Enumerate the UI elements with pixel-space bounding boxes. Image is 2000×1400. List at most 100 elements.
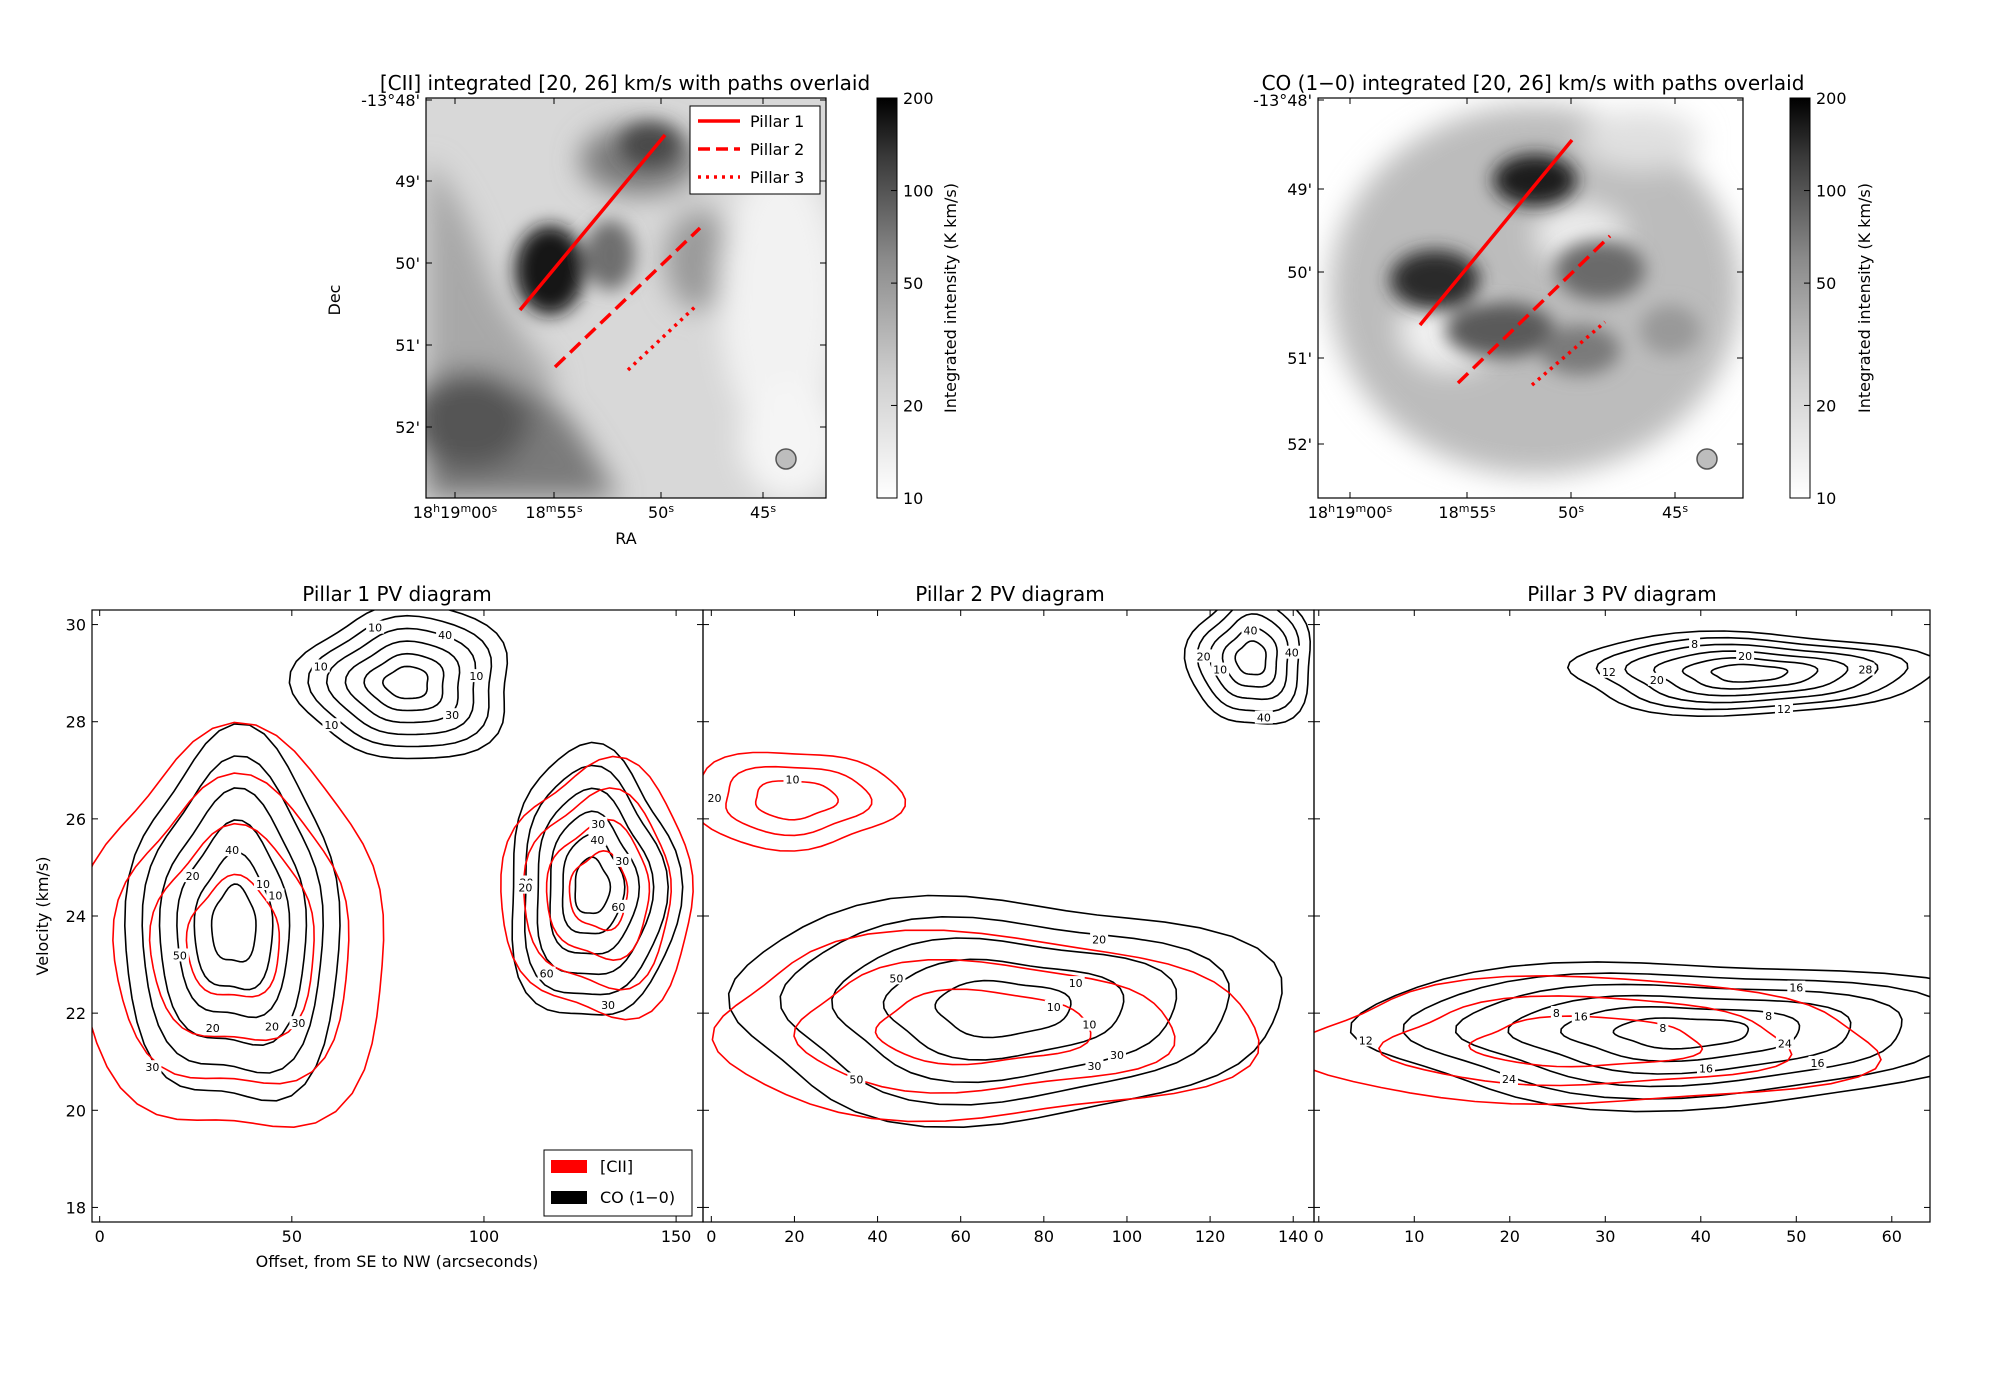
co-contour — [1560, 1005, 1801, 1063]
cii-contour — [874, 988, 1092, 1066]
x-tick-label: 0 — [95, 1227, 105, 1246]
beam-icon — [1696, 448, 1718, 470]
pillar2-path — [1456, 234, 1612, 385]
co-contour-label: 30 — [615, 855, 629, 868]
co-contour-label: 8 — [1553, 1007, 1560, 1020]
legend-pillar1: Pillar 1 — [750, 112, 804, 131]
co-contour-label: 10 — [256, 878, 270, 891]
co-contour — [158, 787, 308, 1047]
co-contour-label: 10 — [314, 660, 328, 673]
co-contour — [1349, 961, 1930, 1113]
co-contour-label: 20 — [1738, 650, 1752, 663]
co-label-bg — [1194, 649, 1213, 663]
y-tick-label: 26 — [66, 810, 86, 829]
co-contour-label: 30 — [445, 709, 459, 722]
co-contour — [1454, 983, 1903, 1088]
y-tick-label: -13°48' — [361, 91, 420, 110]
cii-label-bg — [1657, 1021, 1669, 1035]
co-contour-label: 24 — [1502, 1073, 1516, 1086]
cii-label-bg — [1696, 1061, 1715, 1075]
co-contour — [1234, 640, 1267, 676]
cii-contour-label: 10 — [268, 889, 282, 902]
co-contour — [574, 856, 612, 915]
colorbar-tick-label: 100 — [1816, 182, 1847, 201]
co-contour-label: 30 — [591, 818, 605, 831]
cii-contour-label: 10 — [1047, 1001, 1061, 1014]
pv1-axes: 1020304060102030405060102030102030101020… — [66, 609, 704, 1246]
co-contour-label: 50 — [173, 949, 187, 962]
co-contour — [210, 883, 257, 963]
co-label-bg — [1787, 980, 1806, 994]
co-map-axes: 18h19m00s 18m55s 50s 45s -13°48' 49' 50' 51' 52' — [1253, 91, 1743, 522]
co-contour-label: 20 — [1197, 650, 1211, 663]
cii-contour — [1468, 1015, 1704, 1068]
cii-contour — [92, 721, 385, 1129]
co-contour-label: 60 — [540, 968, 554, 981]
co-contour — [1710, 663, 1789, 683]
cii-label-bg — [143, 1060, 162, 1074]
co-label-bg — [589, 816, 608, 830]
pillar2-path — [553, 226, 702, 369]
co-label-bg — [613, 853, 632, 867]
cii-label-bg — [1085, 1059, 1104, 1073]
co-label-bg — [1808, 1055, 1827, 1069]
co-label-bg — [443, 708, 462, 722]
x-tick-label: 50 — [282, 1227, 302, 1246]
co-contour-label: 20 — [1650, 674, 1664, 687]
co-contour-label: 30 — [601, 999, 615, 1012]
co-contour — [934, 979, 1072, 1039]
x-tick-label: 40 — [1691, 1227, 1711, 1246]
co-contour — [123, 723, 341, 1102]
cii-map-xlabel: RA — [615, 529, 636, 548]
pv1-frame — [91, 609, 704, 1223]
co-contour — [1566, 630, 1930, 718]
co-contour — [193, 851, 274, 991]
cii-contour — [545, 818, 651, 962]
colorbar-tick-label: 20 — [903, 396, 923, 415]
co-contour — [561, 833, 626, 935]
co-contour — [1681, 656, 1819, 690]
legend-pillar2: Pillar 2 — [750, 140, 804, 159]
co-label-bg — [322, 718, 341, 732]
x-tick-label: 18m55s — [525, 502, 582, 523]
co-contour-label: 8 — [1691, 638, 1698, 651]
colorbar-tick-label: 10 — [1816, 489, 1836, 508]
cii-contour — [711, 929, 1260, 1123]
co-contour-label: 30 — [1110, 1049, 1124, 1062]
co-contour-label: 40 — [225, 844, 239, 857]
co-label-bg — [311, 659, 330, 673]
x-tick-label: 60 — [1882, 1227, 1902, 1246]
cii-label-bg — [783, 772, 802, 786]
x-tick-label: 0 — [1314, 1227, 1324, 1246]
co-map-panel: CO (1−0) integrated [20, 26] km/s with p… — [1253, 71, 1874, 522]
y-tick-label: -13°48' — [1253, 91, 1312, 110]
pv-xlabel: Offset, from SE to NW (arcseconds) — [256, 1252, 539, 1271]
x-tick-label: 140 — [1278, 1227, 1309, 1246]
co-contour — [176, 819, 291, 1019]
cii-label-bg — [1044, 999, 1063, 1013]
legend-cii: [CII] — [600, 1157, 633, 1176]
co-contour-label: 10 — [1213, 664, 1227, 677]
cii-contour-label: 30 — [291, 1017, 305, 1030]
co-contour-label: 50 — [889, 972, 903, 985]
co-label-bg — [1282, 645, 1301, 659]
cii-label-bg — [516, 880, 535, 894]
cii-contour-label: 40 — [590, 834, 604, 847]
pv1-contours: 1020304060102030405060102030102030101020… — [92, 610, 694, 1129]
pv1-title: Pillar 1 PV diagram — [302, 582, 491, 606]
co-contour-label: 40 — [1285, 647, 1299, 660]
co-contour-label: 10 — [324, 719, 338, 732]
co-label-bg — [1080, 1017, 1099, 1031]
co-contour-label: 12 — [1602, 666, 1616, 679]
co-label-bg — [1856, 662, 1875, 676]
pillar3-path — [1530, 320, 1607, 387]
cii-contour-label: 30 — [1087, 1060, 1101, 1073]
cii-contour-label: 30 — [145, 1061, 159, 1074]
co-contour — [536, 787, 655, 976]
co-label-bg — [609, 899, 628, 913]
pillar1-path — [518, 133, 667, 312]
x-tick-label: 100 — [469, 1227, 500, 1246]
co-label-bg — [1090, 932, 1109, 946]
